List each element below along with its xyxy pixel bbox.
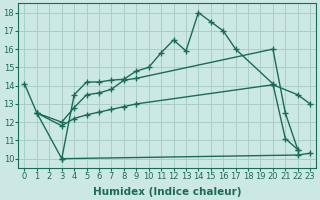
X-axis label: Humidex (Indice chaleur): Humidex (Indice chaleur) (93, 187, 242, 197)
